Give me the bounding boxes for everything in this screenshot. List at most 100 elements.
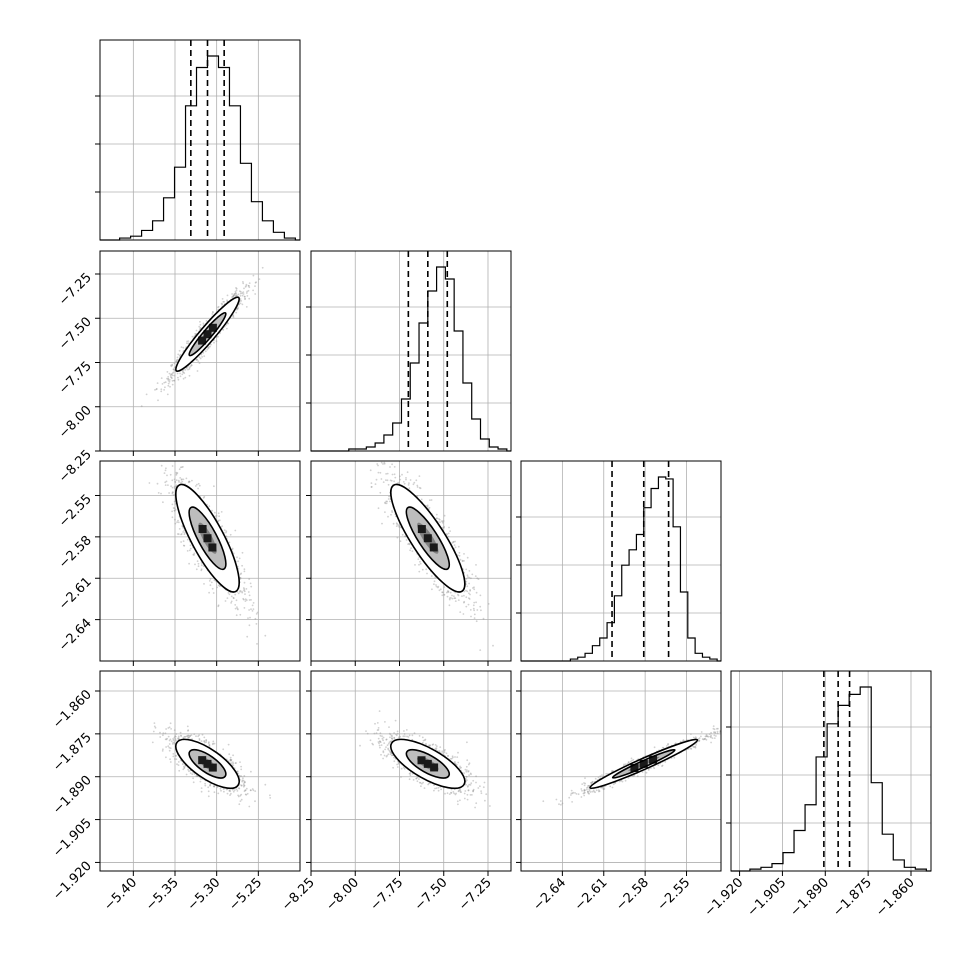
contour-inner [405, 506, 451, 571]
scatter-point [466, 585, 469, 588]
histogram-step [100, 55, 300, 241]
scatter-point [174, 485, 177, 488]
scatter-point [254, 285, 256, 287]
scatter-point [448, 597, 451, 600]
scatter-point [402, 481, 405, 483]
scatter-point [176, 533, 179, 535]
scatter-point [451, 597, 454, 600]
scatter-point [174, 518, 176, 521]
x-tick-label: −1.905 [745, 875, 790, 920]
scatter-point [185, 477, 188, 480]
scatter-point [393, 466, 396, 468]
scatter-point [175, 472, 178, 475]
scatter-point [225, 788, 228, 791]
scatter-point [225, 530, 228, 533]
scatter-point [156, 382, 159, 384]
scatter-point [176, 356, 179, 359]
scatter-point [241, 292, 244, 295]
scatter-point [186, 550, 189, 552]
scatter-point [173, 758, 176, 760]
scatter-point [239, 761, 241, 763]
scatter-point [252, 608, 255, 610]
scatter-point [169, 385, 171, 388]
scatter-point [163, 381, 166, 384]
scatter-point [164, 386, 166, 389]
scatter-point [175, 733, 178, 735]
scatter-point [463, 590, 466, 593]
scatter-point [194, 485, 197, 487]
scatter-point [235, 788, 238, 790]
scatter-point [382, 481, 385, 483]
scatter-point [385, 502, 388, 505]
scatter-point [416, 484, 419, 487]
density-peak [198, 525, 207, 534]
scatter-point [457, 599, 460, 601]
scatter-point [218, 515, 221, 518]
scatter-panel-3-1 [99, 460, 301, 662]
scatter-point [215, 515, 218, 517]
scatter-point [397, 455, 399, 457]
scatter-point [399, 475, 401, 478]
scatter-point [397, 524, 400, 527]
scatter-point [182, 377, 185, 380]
scatter-point [466, 574, 469, 577]
scatter-point [156, 482, 159, 485]
scatter-point [167, 484, 169, 486]
scatter-point [214, 511, 216, 514]
density-peak [208, 323, 217, 332]
scatter-point [207, 795, 210, 798]
scatter-point [387, 498, 390, 500]
scatter-point [211, 313, 214, 315]
scatter-point [241, 591, 244, 594]
scatter-point [164, 738, 167, 741]
scatter-point [198, 356, 201, 359]
scatter-point [477, 578, 480, 580]
scatter-point [388, 495, 390, 498]
scatter-point [386, 472, 389, 475]
scatter-point [384, 502, 387, 505]
scatter-point [186, 366, 188, 369]
scatter-point [232, 764, 235, 767]
scatter-point [248, 624, 251, 627]
scatter-point [165, 756, 167, 759]
scatter-point [195, 359, 198, 361]
density-peak [208, 543, 217, 552]
scatter-point [468, 576, 471, 579]
scatter-point [236, 607, 239, 610]
scatter-point [186, 735, 189, 738]
scatter-point [242, 293, 245, 295]
scatter-point [379, 491, 382, 494]
scatter-point [231, 293, 234, 295]
scatter-point [254, 617, 257, 620]
scatter-point [173, 379, 176, 382]
scatter-point [236, 606, 238, 608]
scatter-panel-3-2 [310, 455, 512, 662]
scatter-point [167, 745, 170, 748]
scatter-point [232, 316, 235, 318]
scatter-point [239, 290, 241, 293]
y-tick-label: −2.61 [56, 574, 95, 613]
histogram-panel-1 [99, 39, 301, 241]
scatter-point [234, 762, 237, 764]
scatter-point [439, 521, 441, 524]
scatter-point [232, 314, 235, 317]
scatter-point [239, 302, 242, 305]
scatter-point [391, 463, 393, 466]
scatter-point [449, 530, 451, 532]
scatter-point [211, 587, 214, 590]
scatter-point [243, 775, 246, 777]
scatter-point [184, 376, 187, 379]
scatter-point [244, 598, 247, 601]
scatter-point [168, 746, 171, 749]
scatter-point [240, 291, 242, 293]
scatter-point [401, 533, 404, 536]
scatter-point [399, 540, 402, 543]
scatter-point [245, 306, 248, 308]
scatter-point [235, 294, 238, 297]
scatter-point [173, 366, 176, 369]
scatter-point [235, 762, 237, 764]
scatter-point [421, 568, 424, 571]
scatter-point [212, 785, 215, 788]
scatter-point [449, 591, 452, 594]
scatter-point [466, 590, 469, 593]
